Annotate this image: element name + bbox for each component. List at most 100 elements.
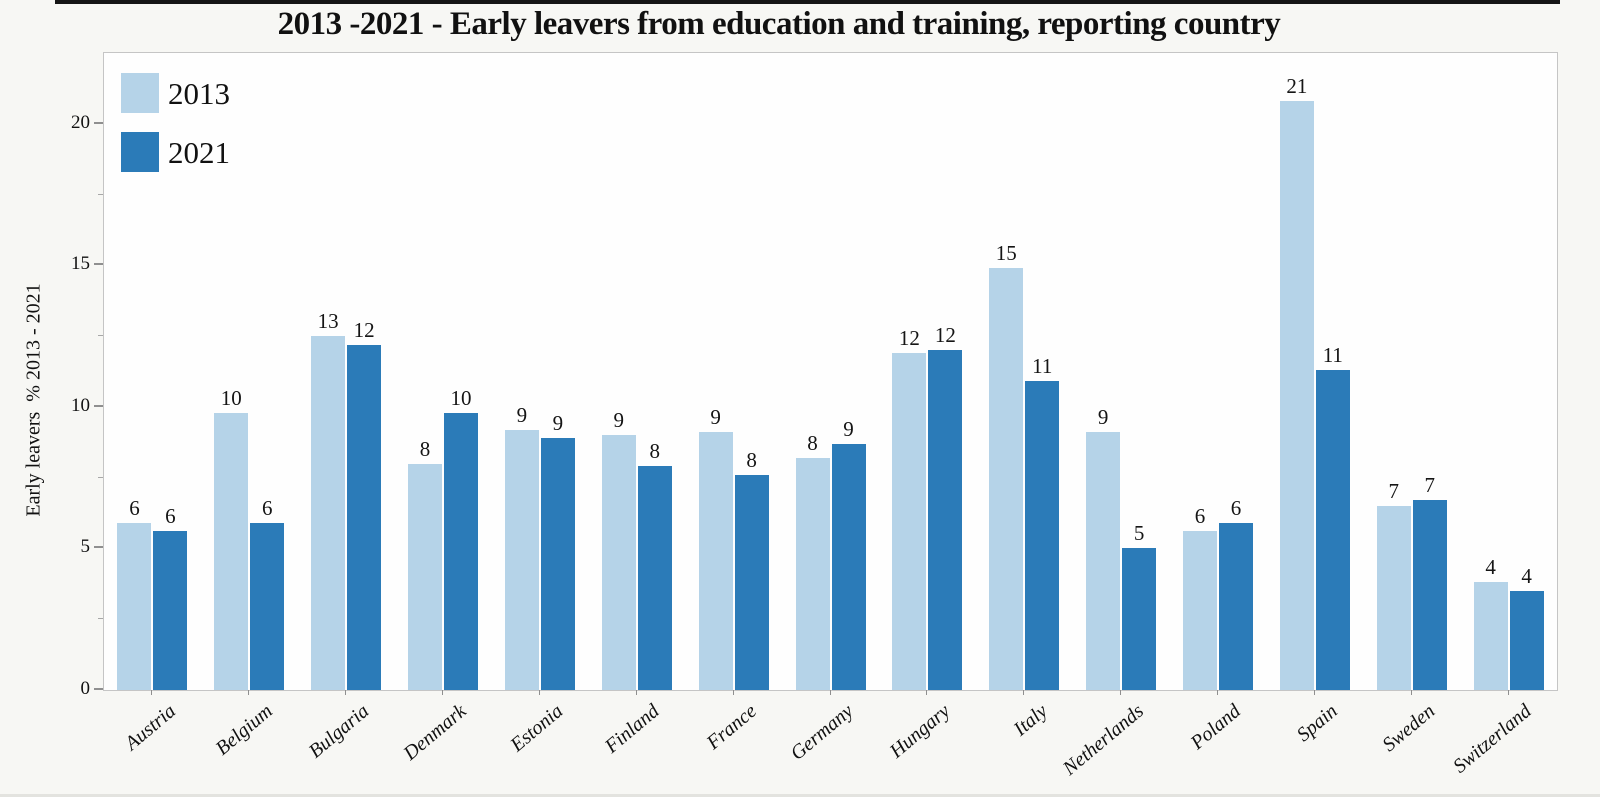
x-category-label-germany: Germany [786,700,858,765]
bar-value-label-2021-sweden: 7 [1424,473,1435,498]
y-tick-label: 20 [71,111,90,133]
y-tick-label: 0 [80,678,91,699]
x-category-label-netherlands: Netherlands [1059,700,1149,780]
y-tick-minor [98,193,103,195]
legend-swatch-2021 [121,132,159,172]
bar-value-label-2021-austria: 6 [165,504,176,529]
bar-2013-germany [795,457,830,690]
bar-2013-poland [1182,531,1217,690]
x-category-label-austria: Austria [120,700,180,755]
bar-value-label-2021-belgium: 6 [262,495,273,520]
y-tick-minor [98,476,103,478]
x-tick [345,690,347,695]
x-tick [1507,690,1509,695]
legend-label-2021: 2021 [168,135,230,170]
x-tick [248,690,250,695]
x-tick [635,690,637,695]
bar-value-label-2021-hungary: 12 [934,323,956,348]
x-category-label-hungary: Hungary [885,700,955,763]
bar-value-label-2013-netherlands: 9 [1097,405,1109,430]
bar-2013-belgium [214,412,249,690]
x-tick [1120,690,1122,695]
bar-2021-switzerland [1509,590,1544,690]
bar-2021-denmark [444,412,479,690]
bar-2013-sweden [1376,505,1411,690]
bar-2013-switzerland [1473,582,1508,690]
y-tick-minor [98,618,103,620]
bar-value-label-2013-finland: 9 [613,408,625,433]
bar-2021-france [734,474,769,690]
bar-2021-hungary [928,350,963,690]
legend-swatch-2013 [121,73,159,113]
bar-value-label-2013-germany: 8 [807,430,818,455]
bar-2013-finland [601,435,636,690]
x-category-label-poland: Poland [1186,700,1246,754]
bar-2021-germany [831,443,866,690]
x-category-label-sweden: Sweden [1377,700,1439,757]
y-tick-major [94,688,103,690]
x-tick [442,690,444,695]
x-category-label-belgium: Belgium [211,700,277,760]
plot-area: 2013 2021 6 6 10 6 13 12 8 10 9 9 9 8 9 8 8 9 12 12 15 11 9 5… [103,52,1558,691]
bar-value-label-2013-hungary: 12 [898,326,920,351]
y-tick-major [94,263,103,266]
y-tick-label: 15 [71,253,90,275]
bar-value-label-2021-estonia: 9 [552,411,564,436]
x-category-label-spain: Spain [1292,700,1342,747]
x-tick [1313,690,1315,695]
bar-2021-italy [1025,381,1060,690]
bar-2013-bulgaria [311,336,346,690]
top-border-line [55,0,1560,4]
bar-2013-netherlands [1086,432,1121,690]
x-category-label-france: France [702,700,761,754]
bar-value-label-2013-italy: 15 [995,241,1017,266]
y-tick-label: 10 [71,394,90,416]
bar-2013-denmark [408,463,443,690]
x-tick [538,690,540,695]
legend-label-2013: 2013 [168,76,230,111]
bar-value-label-2021-switzerland: 4 [1521,563,1532,588]
bar-value-label-2021-germany: 9 [843,416,854,441]
bar-value-label-2021-denmark: 10 [450,385,472,410]
bar-2021-belgium [250,522,285,690]
bar-value-label-2021-italy: 11 [1032,354,1053,379]
x-category-label-estonia: Estonia [506,700,568,757]
bar-value-label-2013-belgium: 10 [220,385,242,410]
bar-2013-spain [1279,101,1314,690]
x-tick [829,690,831,695]
bar-2021-bulgaria [347,344,382,690]
bar-2021-estonia [540,438,575,690]
bar-2021-austria [153,531,188,690]
bar-2021-spain [1315,370,1350,690]
x-category-label-bulgaria: Bulgaria [304,700,374,763]
bar-value-label-2021-poland: 6 [1230,495,1242,520]
bar-2013-austria [117,522,152,690]
bar-2021-sweden [1412,500,1447,690]
bar-value-label-2013-france: 9 [710,405,721,430]
bar-2021-netherlands [1122,548,1157,690]
bar-2013-hungary [892,353,927,690]
bar-value-label-2013-sweden: 7 [1388,478,1399,503]
x-tick [1410,690,1412,695]
x-category-label-italy: Italy [1009,700,1052,741]
bar-2021-finland [637,466,672,690]
x-tick [1216,690,1218,695]
bar-value-label-2013-austria: 6 [129,495,140,520]
bar-value-label-2013-poland: 6 [1194,504,1206,529]
x-tick [926,690,928,695]
bar-value-label-2013-denmark: 8 [419,436,431,461]
bar-value-label-2013-bulgaria: 13 [317,309,339,334]
bottom-edge-line [0,794,1600,797]
y-tick-label: 5 [80,536,91,558]
bar-value-label-2013-spain: 21 [1286,74,1308,99]
y-tick-minor [98,335,103,337]
x-category-label-switzerland: Switzerland [1449,700,1536,778]
bar-2013-estonia [504,429,539,690]
y-tick-major [94,404,103,407]
bar-value-label-2021-bulgaria: 12 [353,317,375,342]
x-category-label-denmark: Denmark [399,700,471,765]
x-tick [1023,690,1025,695]
bar-value-label-2021-spain: 11 [1322,343,1343,368]
bar-value-label-2013-switzerland: 4 [1485,555,1496,580]
